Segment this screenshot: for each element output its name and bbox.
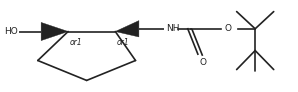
- Text: or1: or1: [117, 38, 130, 47]
- Text: NH: NH: [166, 24, 179, 33]
- Text: O: O: [225, 24, 232, 33]
- Text: HO: HO: [4, 27, 18, 36]
- Text: O: O: [199, 58, 207, 67]
- Text: or1: or1: [70, 38, 83, 47]
- Polygon shape: [41, 22, 68, 41]
- Polygon shape: [115, 21, 139, 37]
